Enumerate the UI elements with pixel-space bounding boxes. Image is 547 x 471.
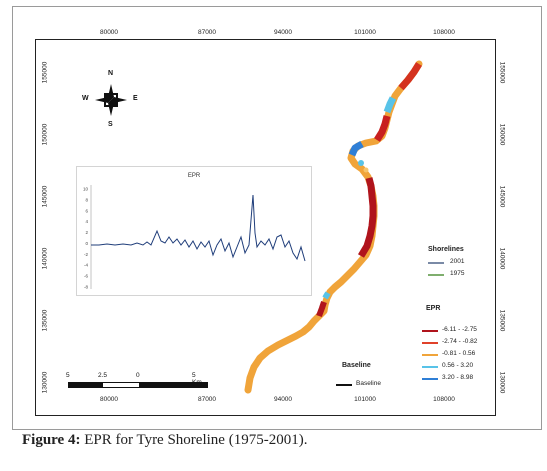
epr-label-1: -6.11 - -2.75 (442, 326, 477, 333)
epr-swatch-5 (422, 378, 438, 380)
x-tick-bottom: 108000 (433, 396, 455, 403)
epr-label-5: 3.20 - 8.98 (442, 374, 474, 381)
shoreline-accretion-segment (322, 291, 331, 300)
y-tick-left: 145000 (41, 185, 49, 208)
legend-label-2001: 2001 (450, 258, 465, 265)
y-tick-right: 140000 (498, 247, 506, 270)
shoreline-accretion-segment (383, 96, 397, 114)
scale-bar: 5 2.5 0 5 Km (66, 372, 208, 392)
baseline-legend: Baseline Baseline (336, 362, 406, 392)
shoreline-erosion-segment (357, 177, 377, 258)
map-frame: N S W E EPR 10 8 6 4 2 0 -2 -4 -6 -8 Shorelines 2… (35, 39, 496, 416)
map-canvas (244, 60, 423, 394)
compass-e: E (133, 95, 138, 102)
x-tick-bottom: 87000 (197, 396, 217, 403)
y-tick-right: 150000 (498, 123, 506, 146)
shorelines-legend: Shorelines 2001 1975 (428, 246, 495, 286)
inset-y-tick: 0 (85, 241, 88, 246)
scale-bar-segments (68, 382, 208, 388)
inset-y-tick: -6 (84, 274, 88, 279)
baseline-legend-title: Baseline (342, 362, 371, 369)
y-tick-left: 150000 (41, 123, 49, 146)
epr-swatch-2 (422, 342, 438, 344)
epr-label-2: -2.74 - -0.82 (442, 338, 478, 345)
x-tick-bottom: 94000 (273, 396, 293, 403)
north-arrow: N S W E (82, 70, 138, 128)
epr-legend-title: EPR (426, 305, 441, 312)
epr-swatch-1 (422, 330, 438, 332)
legend-swatch-1975 (428, 274, 444, 276)
inset-y-tick: 6 (85, 208, 88, 213)
baseline-label: Baseline (356, 380, 381, 387)
y-tick-right: 145000 (498, 185, 506, 208)
x-tick-top: 94000 (273, 29, 293, 36)
shoreline-accretion-segment (348, 140, 364, 157)
x-tick-top: 80000 (99, 29, 119, 36)
y-tick-left: 155000 (41, 61, 49, 84)
shoreline-erosion-segment (374, 115, 391, 142)
legend-swatch-2001 (428, 262, 444, 264)
compass-n: N (108, 70, 114, 77)
inset-y-tick: -8 (84, 285, 88, 290)
figure-frame: N S W E EPR 10 8 6 4 2 0 -2 -4 -6 -8 Shorelines 2… (12, 6, 542, 430)
x-tick-top: 87000 (197, 29, 217, 36)
shoreline-erosion-segment (398, 62, 422, 91)
scale-label-0: 5 (66, 372, 70, 379)
epr-swatch-3 (422, 354, 438, 356)
caption-label: Figure 4: (22, 432, 81, 448)
epr-inset-chart: EPR 10 8 6 4 2 0 -2 -4 -6 -8 (76, 166, 312, 296)
figure-caption: Figure 4: EPR for Tyre Shoreline (1975-2… (22, 432, 307, 449)
compass-rose-icon (95, 84, 127, 116)
shoreline-erosion-segment (316, 301, 327, 318)
caption-text: EPR for Tyre Shoreline (1975-2001). (80, 432, 308, 448)
x-tick-bottom: 101000 (354, 396, 376, 403)
inset-y-tick: 8 (85, 197, 88, 202)
y-tick-right: 155000 (498, 61, 506, 84)
inset-y-tick: 10 (83, 187, 89, 192)
y-tick-left: 140000 (41, 247, 49, 270)
x-tick-bottom: 80000 (99, 396, 119, 403)
epr-swatch-4 (422, 366, 438, 368)
inset-y-tick: -4 (84, 263, 88, 268)
inset-plot: 10 8 6 4 2 0 -2 -4 -6 -8 (83, 185, 306, 290)
x-tick-top: 108000 (433, 29, 455, 36)
compass-w: W (82, 95, 89, 102)
y-tick-left: 130000 (41, 371, 49, 394)
y-tick-right: 135000 (498, 309, 506, 332)
shoreline-marker (363, 167, 369, 173)
inset-y-tick: 2 (85, 230, 88, 235)
epr-label-4: 0.56 - 3.20 (442, 362, 474, 369)
epr-label-3: -0.81 - 0.56 (442, 350, 476, 357)
compass-s: S (108, 121, 113, 128)
epr-series-line (91, 194, 306, 262)
shorelines-legend-title: Shorelines (428, 246, 464, 253)
legend-label-1975: 1975 (450, 270, 465, 277)
inset-y-tick: 4 (85, 219, 88, 224)
scale-label-2: 0 (136, 372, 140, 379)
inset-y-tick: -2 (84, 252, 88, 257)
scale-label-1: 2.5 (98, 372, 108, 379)
baseline-swatch (336, 384, 352, 386)
y-tick-right: 130000 (498, 371, 506, 394)
y-tick-left: 135000 (41, 309, 49, 332)
x-tick-top: 101000 (354, 29, 376, 36)
shoreline-marker (358, 160, 364, 166)
inset-title: EPR (187, 173, 201, 179)
epr-legend: EPR -6.11 - -2.75 -2.74 - -0.82 -0.81 - … (422, 305, 494, 385)
